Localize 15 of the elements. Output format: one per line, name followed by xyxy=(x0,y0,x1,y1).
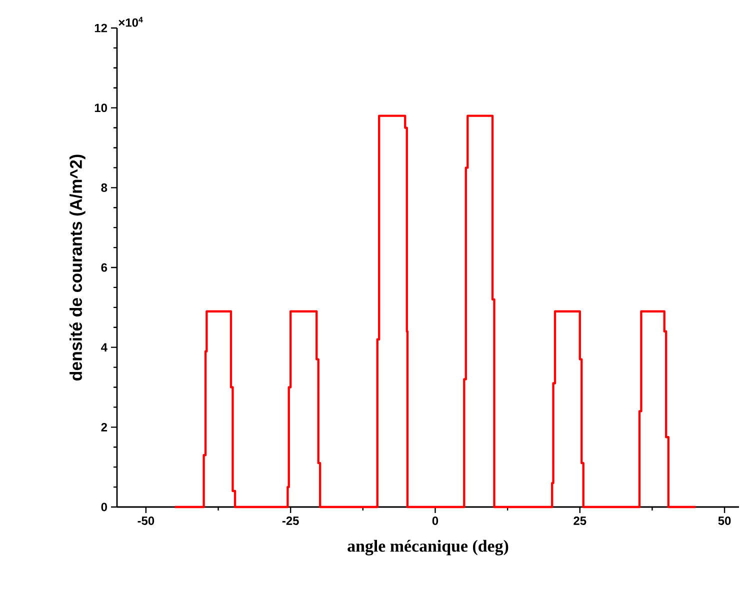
x-axis-title: angle mécanique (deg) xyxy=(348,540,508,556)
y-tick-label: 10 xyxy=(94,104,107,112)
text: ×10$^{4}$ xyxy=(118,16,143,27)
y-tick-label: 2 xyxy=(101,422,108,432)
x-tick-label: 0 xyxy=(432,516,438,525)
x-tick-label: -50 xyxy=(138,516,154,525)
y-tick-label: 12 xyxy=(94,24,107,32)
y-tick-label: 4 xyxy=(101,343,108,352)
x-tick-label: -25 xyxy=(282,516,299,525)
y-tick-label: 0 xyxy=(101,502,107,512)
x-tick-label: 50 xyxy=(718,516,731,525)
y-axis-title: densité de courants (A/m^2) xyxy=(69,154,86,380)
y-tick-label: 8 xyxy=(101,183,108,192)
x-tick-label: 25 xyxy=(574,516,586,525)
y-tick-label: 6 xyxy=(101,263,108,272)
